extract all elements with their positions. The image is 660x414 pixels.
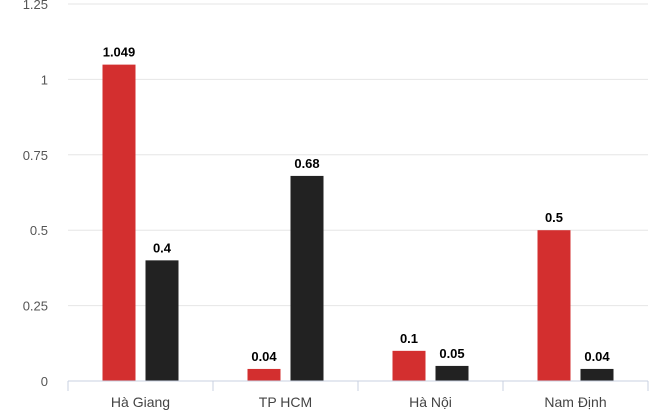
data-label: 0.04 — [251, 349, 277, 364]
bar — [102, 64, 136, 382]
bars — [102, 64, 614, 382]
data-label: 0.4 — [153, 240, 172, 255]
y-tick-label: 0.5 — [30, 223, 48, 238]
data-label: 0.04 — [584, 349, 610, 364]
x-tick-label: TP HCM — [259, 394, 312, 410]
bar — [537, 230, 571, 381]
data-labels: 1.049 0.4 0.04 0.68 0.1 0.05 0.5 0.04 — [103, 45, 611, 364]
data-label: 0.5 — [545, 210, 563, 225]
bar — [247, 368, 281, 381]
bar — [435, 365, 469, 381]
data-label: 0.1 — [400, 331, 418, 346]
x-tick-label: Hà Nội — [409, 394, 452, 410]
bar — [392, 350, 426, 381]
data-label: 0.68 — [294, 156, 319, 171]
x-axis: Hà Giang TP HCM Hà Nội Nam Định — [67, 380, 649, 410]
bar — [580, 368, 614, 381]
x-tick-label: Hà Giang — [111, 394, 170, 410]
x-tick-label: Nam Định — [544, 394, 606, 410]
y-tick-label: 0 — [41, 374, 48, 389]
y-tick-label: 1 — [41, 72, 48, 87]
bar — [145, 260, 179, 381]
y-tick-label: 0.75 — [23, 148, 48, 163]
y-axis-tick-labels: 0 0.25 0.5 0.75 1 1.25 — [23, 0, 48, 389]
y-tick-label: 1.25 — [23, 0, 48, 12]
bar — [290, 175, 324, 381]
data-label: 0.05 — [439, 346, 464, 361]
y-tick-label: 0.25 — [23, 299, 48, 314]
data-label: 1.049 — [103, 45, 136, 60]
